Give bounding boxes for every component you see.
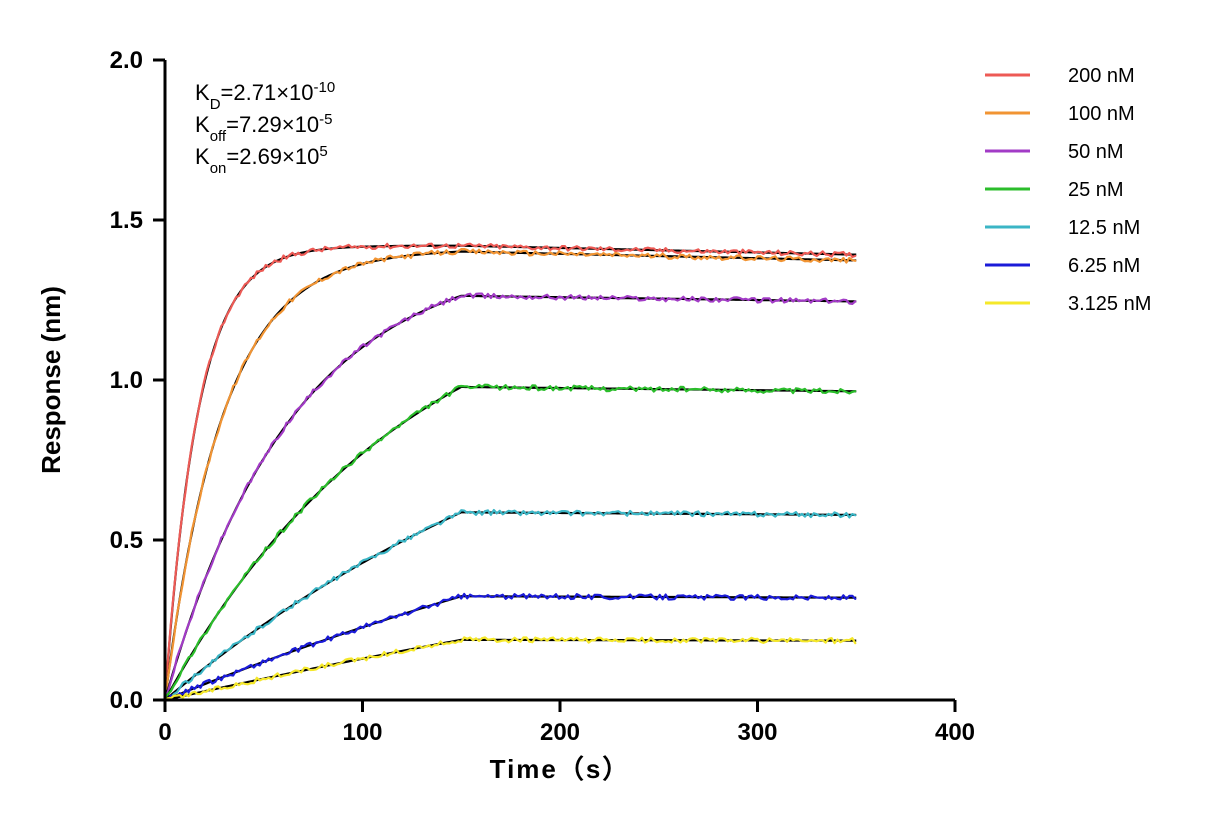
x-tick-label: 300 <box>737 719 777 746</box>
y-tick-label: 2.0 <box>110 47 143 74</box>
x-tick-label: 100 <box>342 719 382 746</box>
kinetics-chart: 0 100 200 300 400 0.0 0.5 1.0 1.5 2.0 Time（s） Respo… <box>0 0 1232 825</box>
y-tick-label: 1.5 <box>110 207 143 234</box>
y-tick-label: 1.0 <box>110 367 143 394</box>
y-tick-label: 0.0 <box>110 687 143 714</box>
legend-label: 3.125 nM <box>1068 293 1151 315</box>
legend-label: 6.25 nM <box>1068 255 1140 277</box>
chart-svg: 0 100 200 300 400 0.0 0.5 1.0 1.5 2.0 Time（s） Respo… <box>0 0 1232 825</box>
legend-label: 100 nM <box>1068 103 1135 125</box>
y-axis-label: Response (nm) <box>36 286 66 474</box>
legend-label: 200 nM <box>1068 65 1135 87</box>
x-tick-label: 400 <box>935 719 975 746</box>
y-tick-label: 0.5 <box>110 527 143 554</box>
x-tick-label: 200 <box>540 719 580 746</box>
x-axis-label: Time（s） <box>490 754 631 784</box>
legend-label: 25 nM <box>1068 179 1124 201</box>
legend-label: 50 nM <box>1068 141 1124 163</box>
legend-label: 12.5 nM <box>1068 217 1140 239</box>
x-tick-label: 0 <box>158 719 171 746</box>
